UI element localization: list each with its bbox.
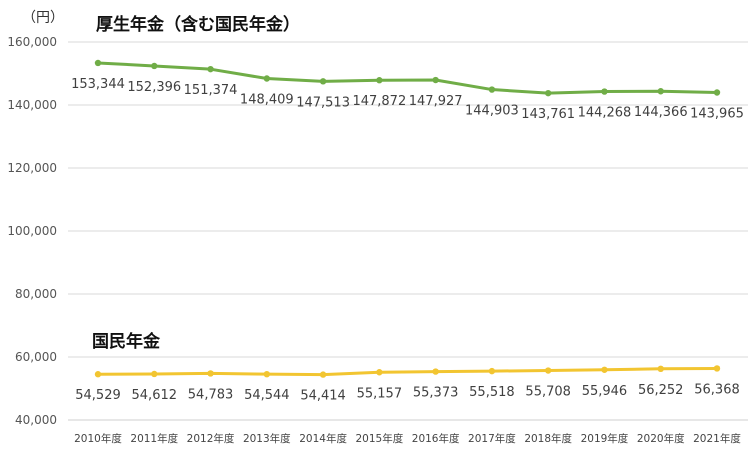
data-point — [657, 365, 664, 373]
y-tick-label: 120,000 — [7, 161, 57, 175]
data-point — [94, 59, 102, 67]
data-label: 55,518 — [469, 385, 515, 400]
data-point — [94, 371, 102, 378]
data-point — [713, 365, 721, 372]
x-tick-label: 2014年度 — [299, 432, 347, 445]
y-tick-label: 100,000 — [7, 224, 57, 238]
x-tick-label: 2021年度 — [693, 432, 741, 445]
x-tick-label: 2018年度 — [524, 432, 572, 445]
data-label: 54,612 — [132, 388, 178, 403]
x-tick-label: 2017年度 — [468, 432, 516, 445]
data-label: 54,783 — [188, 387, 234, 402]
x-tick-label: 2019年度 — [581, 432, 629, 445]
y-tick-label: 160,000 — [7, 35, 57, 49]
y-tick-labels: 40,000 60,000 80,000 100,000 120,000 140,000 1… — [7, 35, 57, 427]
data-label: 54,414 — [300, 389, 346, 404]
data-label: 143,761 — [521, 107, 575, 122]
gridlines — [68, 41, 748, 421]
series-line — [96, 61, 719, 95]
data-point — [263, 370, 271, 378]
data-label: 55,373 — [413, 386, 459, 401]
data-point — [601, 366, 608, 373]
data-label: 153,344 — [71, 77, 125, 92]
y-tick-label: 140,000 — [7, 98, 57, 112]
data-point — [151, 62, 158, 70]
data-label: 54,529 — [75, 388, 121, 403]
data-label: 148,409 — [240, 93, 294, 108]
x-tick-label: 2010年度 — [74, 432, 122, 445]
data-label: 144,366 — [634, 105, 688, 120]
data-label: 56,252 — [638, 383, 684, 398]
x-tick-label: 2012年度 — [187, 432, 235, 445]
data-point — [544, 367, 552, 374]
data-label: 147,872 — [352, 94, 406, 109]
data-point — [601, 88, 608, 95]
data-label: 55,708 — [525, 385, 571, 400]
x-tick-labels: 2010年度 2011年度 2012年度 2013年度 2014年度 2015年度 2016… — [74, 432, 741, 445]
data-label: 147,927 — [409, 94, 463, 109]
data-point — [488, 367, 496, 375]
data-point — [319, 78, 327, 85]
data-point — [432, 368, 439, 375]
y-tick-label: 40,000 — [15, 413, 57, 427]
data-point — [432, 76, 439, 84]
data-point — [319, 371, 327, 378]
data-point — [207, 65, 214, 73]
data-label: 55,946 — [582, 384, 628, 399]
x-tick-label: 2013年度 — [243, 432, 291, 445]
data-label: 56,368 — [694, 382, 740, 397]
data-label: 151,374 — [184, 83, 238, 98]
x-tick-label: 2011年度 — [130, 432, 178, 445]
series-title-kokumin-nenkin: 国民年金 — [92, 331, 161, 352]
data-point — [488, 86, 496, 93]
data-label: 54,544 — [244, 388, 290, 403]
data-label: 147,513 — [296, 95, 350, 110]
data-point — [544, 89, 552, 97]
data-point — [151, 370, 158, 378]
y-tick-label: 80,000 — [15, 287, 57, 301]
data-point — [713, 89, 721, 96]
data-label: 144,268 — [578, 106, 632, 121]
data-label: 152,396 — [127, 80, 181, 95]
series-lines — [94, 59, 721, 378]
data-label: 144,903 — [465, 104, 519, 119]
data-label: 143,965 — [690, 107, 744, 122]
data-point — [376, 369, 383, 376]
data-point — [376, 77, 383, 84]
y-tick-label: 60,000 — [15, 350, 57, 364]
x-tick-label: 2016年度 — [412, 432, 460, 445]
data-point — [657, 88, 664, 95]
data-label: 55,157 — [357, 386, 403, 401]
x-tick-label: 2020年度 — [637, 432, 685, 445]
data-point — [207, 370, 214, 377]
y-unit-label: （円） — [22, 10, 64, 26]
series-title-kosei-nenkin: 厚生年金（含む国民年金） — [96, 14, 300, 35]
x-tick-label: 2015年度 — [355, 432, 403, 445]
series-line — [96, 366, 719, 377]
data-point — [263, 75, 271, 82]
